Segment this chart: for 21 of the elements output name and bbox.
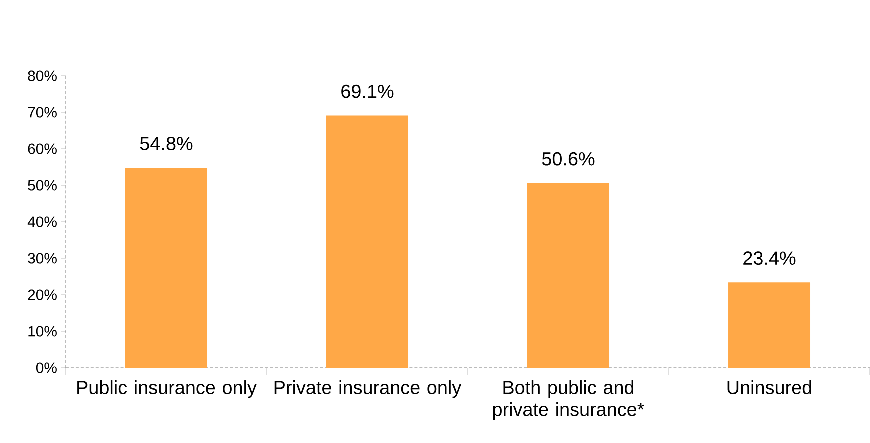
y-tick-label: 40% [28,216,57,228]
bar [528,183,610,368]
y-tick-label: 50% [28,180,57,191]
x-tick-label: Private insurance only [274,380,462,398]
data-label: 54.8% [140,137,193,150]
x-tick-label: Both public and private insurance* [493,380,644,420]
data-label: 50.6% [542,152,595,166]
y-tick-label: 70% [28,107,57,118]
bar [728,282,811,368]
bar [326,116,409,368]
data-label: 23.4% [744,252,796,266]
x-tick-label: Uninsured [728,380,812,394]
data-label: 69.1% [342,84,394,98]
y-tick-label: 20% [28,290,57,300]
y-tick-label: 30% [28,253,57,264]
bar [126,168,208,368]
y-tick-label: 60% [28,144,57,154]
x-tick-label: Public insurance only [78,380,257,398]
y-tick-label: 10% [28,326,57,337]
y-tick-label: 80% [28,70,57,82]
y-tick-label: 0% [36,362,57,374]
